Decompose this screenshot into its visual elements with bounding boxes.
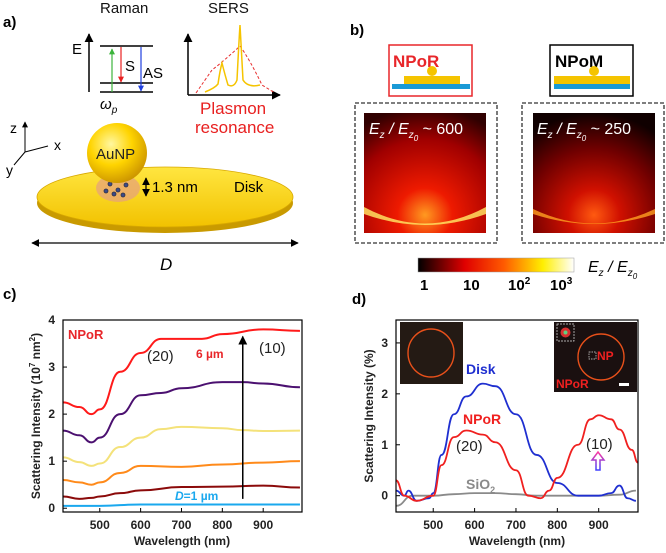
plasmon-label-1: Plasmon (200, 99, 266, 118)
panel-label-d: d) (352, 291, 366, 308)
colorbar-tick: 103 (550, 276, 573, 294)
annotation-1um: D=1 µm (175, 489, 218, 503)
colorbar: 1 10 102 103 Ez / Ez0 (417, 257, 638, 294)
energy-axis-label: E (72, 41, 82, 58)
series-line-d5 (62, 381, 300, 444)
x-tick-label: 900 (589, 518, 609, 532)
chart-c-frame (62, 319, 303, 513)
x-tick-label: 800 (212, 518, 232, 532)
npor-dark-field-inset: NP NPoR (554, 322, 637, 392)
raman-title: Raman (100, 0, 148, 17)
chart-c-ylabel: Scattering Intensity (107 nm2) (28, 333, 43, 499)
colorbar-tick: 10 (463, 277, 480, 294)
y-tick-label: 0 (48, 501, 55, 515)
disk-label: Disk (234, 179, 264, 196)
scale-bar (619, 383, 629, 386)
npom-enhancement: Ez / Ez0 ~ 250 (537, 121, 631, 143)
annotation-mode-10: (10) (259, 340, 286, 357)
panel-label-a: a) (3, 14, 16, 31)
axis-y-label: y (6, 162, 13, 178)
colorbar-label: Ez / Ez0 (588, 259, 638, 281)
annotation-mode-10: (10) (586, 436, 613, 453)
npor-schematic: NPoR (388, 44, 473, 97)
inset-npor-label: NPoR (556, 377, 589, 391)
chart-c-series (62, 328, 300, 507)
sers-spectrum: Plasmon resonance (183, 24, 281, 137)
anti-stokes-label: AS (143, 65, 163, 82)
series-line-d3 (62, 460, 300, 486)
x-tick-label: 700 (506, 518, 526, 532)
disk-illustration: AuNP 1.3 nm Disk D (31, 123, 299, 274)
chart-d: d) 500 600 700 800 900 0 1 2 3 Wavelength (nm) S… (352, 291, 639, 548)
diameter-label: D (160, 255, 172, 274)
chart-c-ticks: 500 600 700 800 900 0 1 2 3 4 (48, 313, 273, 532)
chart-c-xlabel: Wavelength (nm) (134, 534, 230, 548)
x-tick-label: 700 (171, 518, 191, 532)
panel-label-c: c) (3, 286, 16, 303)
energy-diagram: E S AS ωp (72, 33, 163, 116)
axis-x-label: x (54, 137, 61, 153)
chart-d-ticks: 500 600 700 800 900 0 1 2 3 (381, 336, 609, 532)
chart-c-title: NPoR (68, 327, 104, 342)
series-line-d4 (62, 425, 300, 467)
annotation-mode-20: (20) (456, 438, 483, 455)
npor-title: NPoR (393, 52, 439, 71)
y-tick-label: 1 (48, 454, 55, 468)
y-tick-label: 2 (48, 407, 55, 421)
npom-title: NPoM (555, 52, 603, 71)
y-tick-label: 4 (48, 313, 55, 327)
panel-label-b: b) (350, 22, 364, 39)
label-npor: NPoR (463, 411, 501, 427)
npor-field-map: Ez / Ez0 ~ 600 (364, 113, 486, 233)
disk-dark-field-inset (400, 322, 463, 384)
label-sio2: SiO2 (466, 476, 495, 495)
label-disk: Disk (466, 361, 496, 377)
x-tick-label: 800 (547, 518, 567, 532)
panel-b: b) NPoR NPoM Ez / Ez0 ~ 600 Ez / Ez0 ~ 2… (350, 22, 665, 294)
npom-schematic: NPoM (549, 44, 634, 97)
inset-np-label: NP (597, 349, 614, 363)
chart-d-frame (395, 319, 639, 513)
gap-label: 1.3 nm (152, 179, 198, 196)
colorbar-tick: 102 (508, 276, 531, 294)
npor-enhancement: Ez / Ez0 ~ 600 (369, 121, 463, 143)
aunp-label: AuNP (96, 146, 135, 163)
x-tick-label: 600 (131, 518, 151, 532)
coordinate-axes: z x y (6, 120, 61, 178)
series-line-npor (395, 414, 639, 502)
annotation-6um: 6 µm (196, 347, 224, 361)
x-tick-label: 500 (90, 518, 110, 532)
sers-title: SERS (208, 0, 249, 17)
x-tick-label: 500 (423, 518, 443, 532)
up-arrow-icon (590, 450, 606, 471)
stokes-label: S (125, 58, 135, 75)
omega-p-label: ωp (100, 96, 118, 116)
annotation-mode-20: (20) (147, 348, 174, 365)
panel-a: a) Raman SERS E S AS ωp Plasmon resonanc… (3, 0, 299, 274)
x-tick-label: 900 (253, 518, 273, 532)
series-line-6-m (62, 328, 300, 416)
chart-d-series (395, 382, 639, 507)
y-tick-label: 0 (381, 489, 388, 503)
y-tick-label: 2 (381, 387, 388, 401)
colorbar-tick: 1 (420, 277, 428, 294)
y-tick-label: 3 (381, 336, 388, 350)
chart-d-ylabel: Scattering Intensity (%) (362, 349, 376, 482)
y-tick-label: 3 (48, 360, 55, 374)
y-tick-label: 1 (381, 438, 388, 452)
series-line-d-1-m (63, 503, 300, 507)
plasmon-label-2: resonance (195, 118, 274, 137)
aunp-sphere (87, 123, 147, 183)
npom-field-map: Ez / Ez0 ~ 250 (533, 113, 655, 233)
chart-d-xlabel: Wavelength (nm) (469, 534, 565, 548)
x-tick-label: 600 (465, 518, 485, 532)
axis-z-label: z (10, 120, 17, 136)
